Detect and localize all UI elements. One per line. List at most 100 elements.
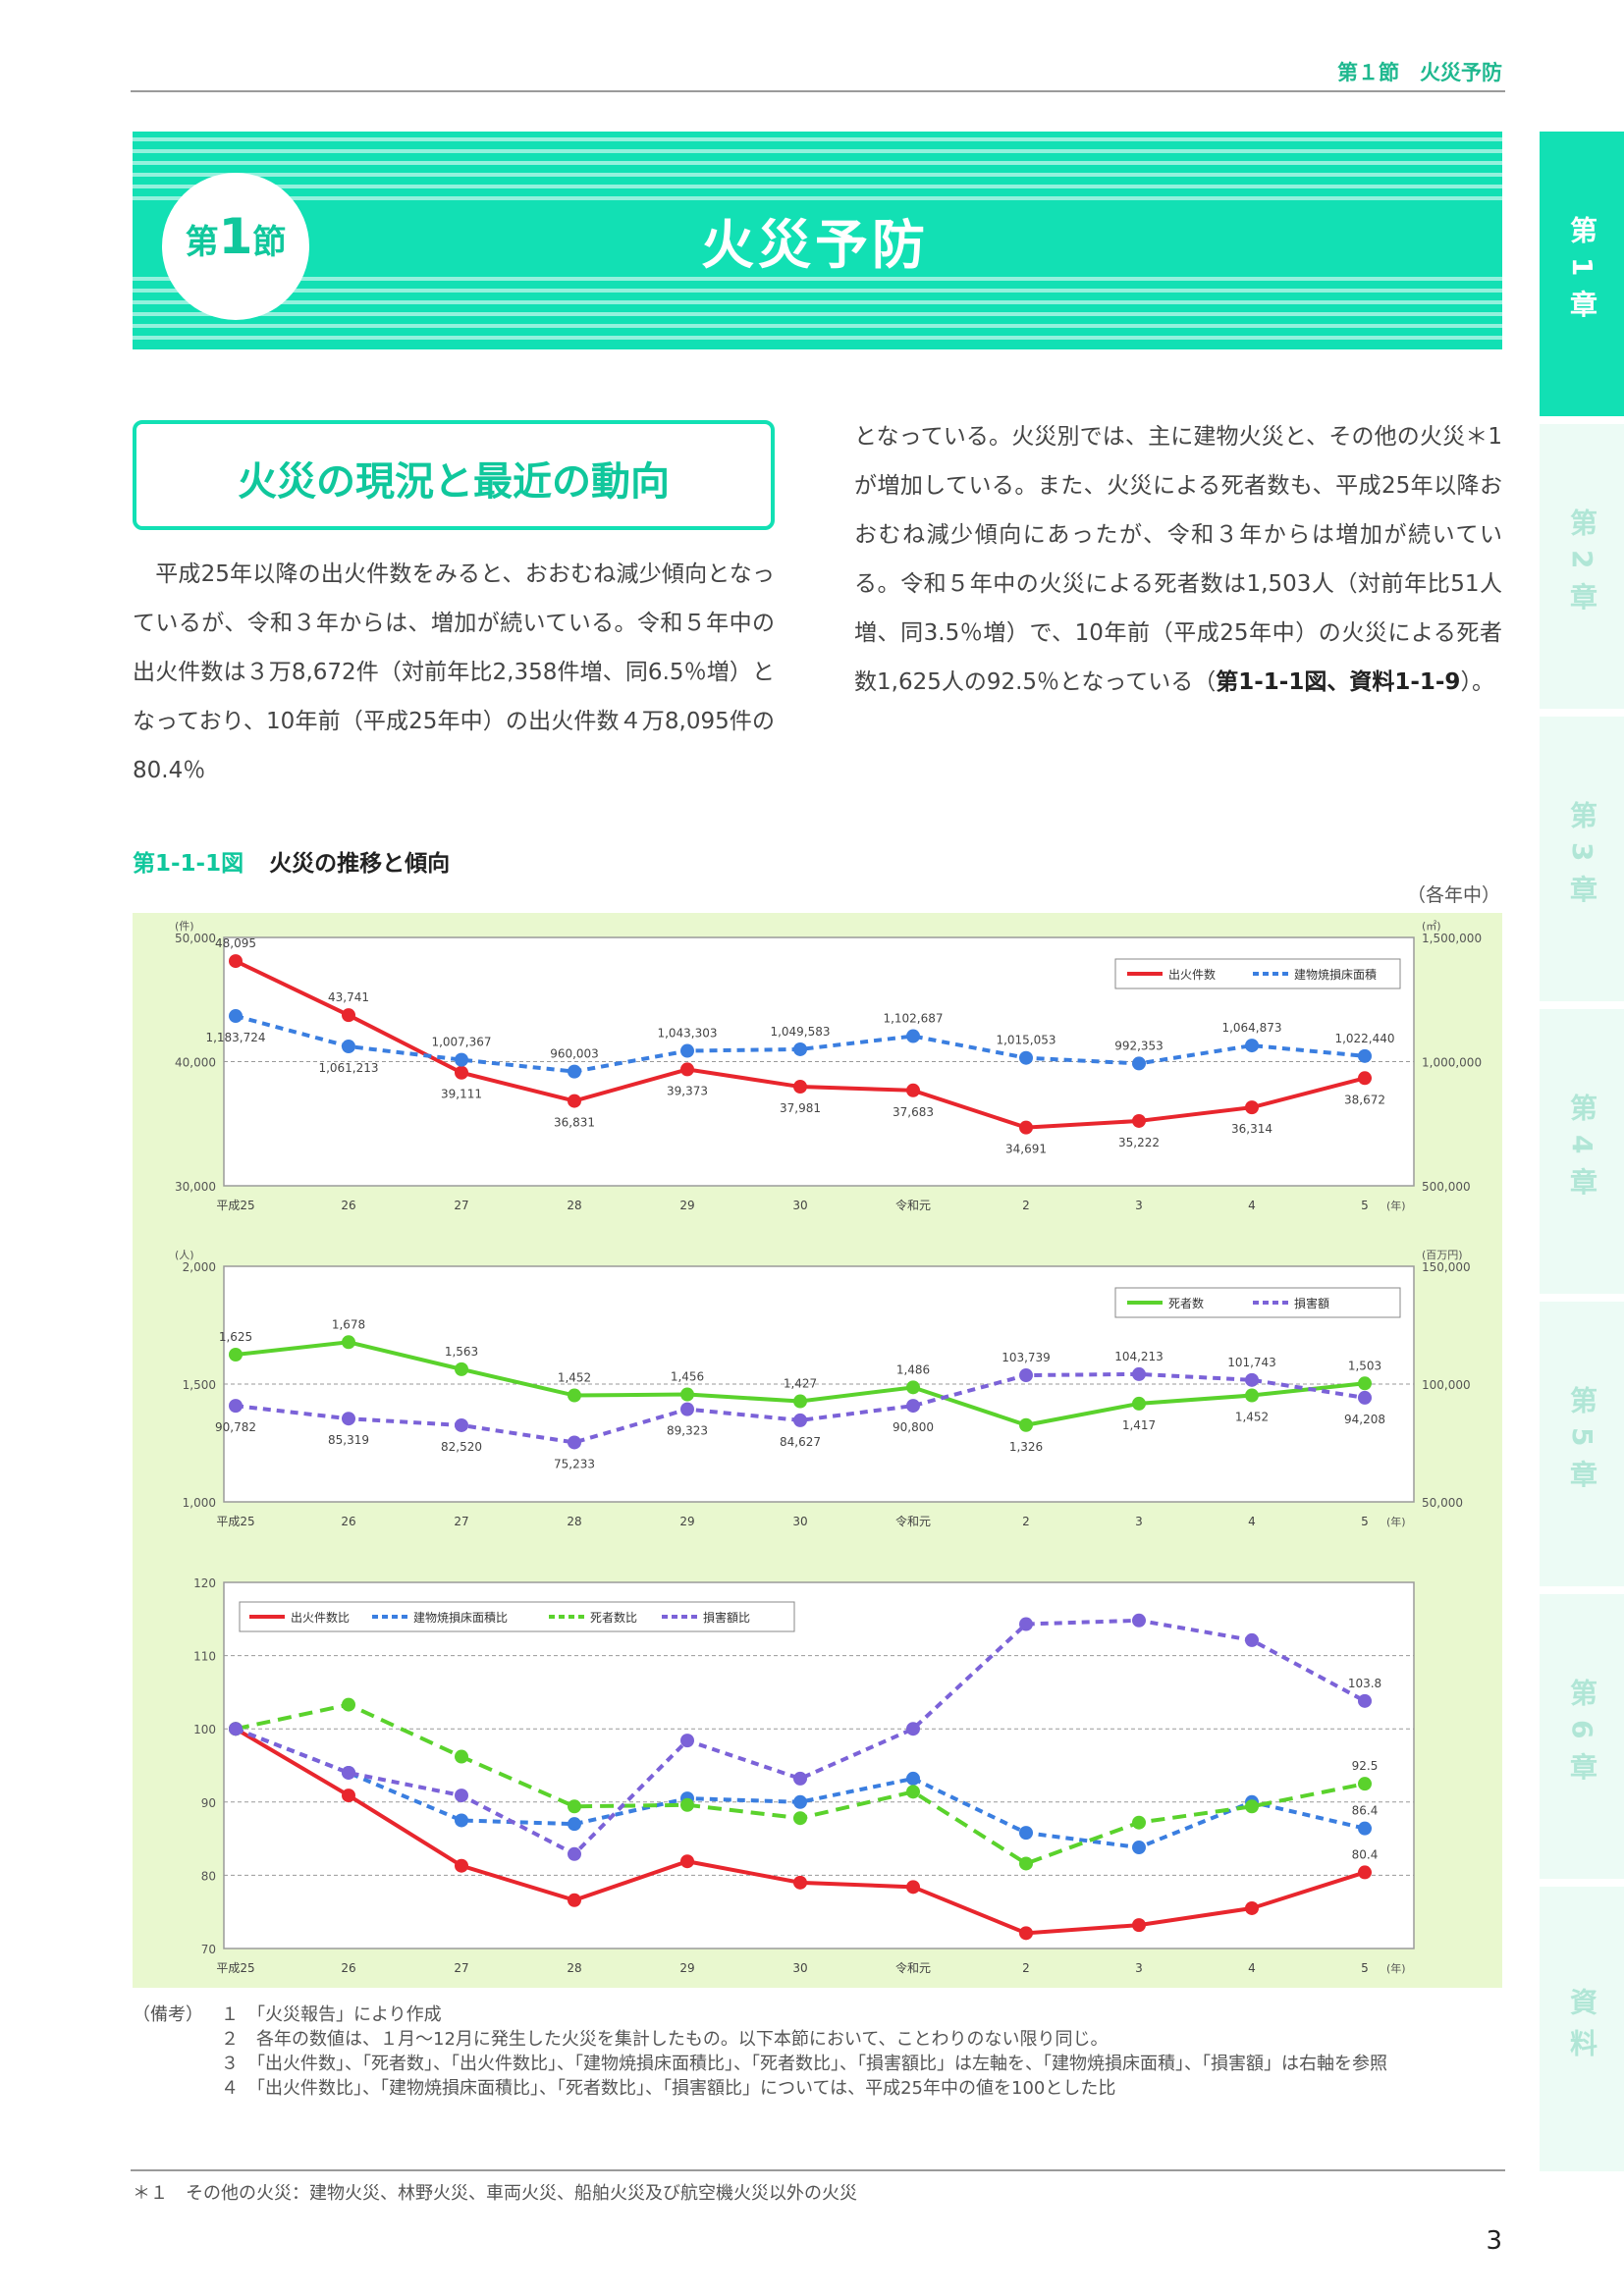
data-point xyxy=(906,1771,920,1786)
data-point xyxy=(1358,1821,1372,1836)
data-point xyxy=(342,1765,355,1780)
data-label: 960,003 xyxy=(550,1047,599,1061)
side-tab-chapter-4[interactable]: 第4章 xyxy=(1540,1009,1624,1296)
series-line xyxy=(235,1371,1366,1445)
data-point xyxy=(793,1041,807,1056)
legend-label: 損害額 xyxy=(1294,1296,1329,1310)
body-text-right: となっている。火災別では、主に建物火災と、その他の火災＊1が増加している。また、… xyxy=(854,412,1502,707)
data-point xyxy=(680,1734,694,1748)
data-label: 37,683 xyxy=(893,1105,934,1119)
x-tick-label: 27 xyxy=(454,1199,468,1212)
x-tick-label: 4 xyxy=(1248,1515,1256,1528)
footnote-rule xyxy=(131,2169,1505,2171)
data-point xyxy=(1132,1613,1146,1628)
data-label: 103.8 xyxy=(1348,1677,1381,1690)
data-label: 1,452 xyxy=(558,1371,591,1385)
data-point xyxy=(568,1388,581,1403)
data-point xyxy=(1019,1617,1033,1631)
data-point xyxy=(1019,1120,1033,1135)
data-label: 34,691 xyxy=(1005,1143,1047,1156)
data-point xyxy=(1245,1039,1259,1053)
data-point xyxy=(793,1080,807,1095)
x-axis-unit: (年) xyxy=(1386,1515,1406,1528)
data-label: 1,417 xyxy=(1122,1418,1156,1432)
data-point xyxy=(455,1362,468,1376)
data-label: 1,183,724 xyxy=(205,1031,265,1044)
data-label: 103,739 xyxy=(1001,1351,1051,1364)
x-tick-label: 令和元 xyxy=(895,1514,931,1528)
data-label: 36,831 xyxy=(554,1116,595,1130)
y2-tick-label: 1,000,000 xyxy=(1422,1056,1482,1070)
data-point xyxy=(680,1854,694,1869)
data-point xyxy=(455,1789,468,1803)
side-tab-label: 資料 xyxy=(1566,1988,1598,2070)
data-point xyxy=(229,1399,243,1414)
x-tick-label: 平成25 xyxy=(216,1199,254,1212)
y2-tick-label: 1,500,000 xyxy=(1422,932,1482,945)
side-tab-chapter-3[interactable]: 第3章 xyxy=(1540,717,1624,1003)
side-tab-chapter-5[interactable]: 第5章 xyxy=(1540,1302,1624,1588)
side-tab-chapter-1[interactable]: 第1章 xyxy=(1540,132,1624,418)
plot-area xyxy=(223,1581,1415,1949)
data-point xyxy=(1019,1926,1033,1941)
y-tick-label: 1,500 xyxy=(183,1378,216,1392)
data-point xyxy=(1245,1388,1259,1403)
x-tick-label: 26 xyxy=(341,1199,355,1212)
data-label: 1,456 xyxy=(671,1370,704,1384)
data-point xyxy=(1358,1376,1372,1391)
body-text-right-end: ）。 xyxy=(1460,669,1494,695)
data-label: 101,743 xyxy=(1227,1356,1276,1369)
x-tick-label: 30 xyxy=(792,1961,807,1975)
data-point xyxy=(1358,1390,1372,1405)
side-tab-chapter-2[interactable]: 第2章 xyxy=(1540,424,1624,711)
data-point xyxy=(455,1749,468,1764)
legend-label: 建物焼損床面積 xyxy=(1294,967,1377,982)
y-tick-label: 100 xyxy=(193,1723,216,1736)
y-tick-label: 30,000 xyxy=(175,1180,216,1194)
data-point xyxy=(680,1062,694,1077)
notes-label: （備考） xyxy=(133,2004,203,2025)
data-point xyxy=(793,1394,807,1409)
data-point xyxy=(1358,1865,1372,1880)
side-tab-appendix[interactable]: 資料 xyxy=(1540,1887,1624,2173)
data-point xyxy=(1132,1815,1146,1830)
x-tick-label: 26 xyxy=(341,1515,355,1528)
data-point xyxy=(455,1065,468,1080)
side-tab-chapter-6[interactable]: 第6章 xyxy=(1540,1594,1624,1881)
data-point xyxy=(906,1380,920,1395)
data-point xyxy=(1358,1777,1372,1791)
figure-caption: 第1-1-1図 火災の推移と傾向 xyxy=(133,844,820,878)
x-tick-label: 29 xyxy=(679,1961,694,1975)
data-point xyxy=(1358,1693,1372,1708)
data-point xyxy=(568,1064,581,1079)
x-tick-label: 平成25 xyxy=(216,1961,254,1975)
data-point xyxy=(1019,1856,1033,1871)
data-point xyxy=(793,1875,807,1890)
note-item: ２ 各年の数値は、１月～12月に発生した火災を集計したもの。以下本節において、こ… xyxy=(221,2029,1109,2050)
data-label: 35,222 xyxy=(1118,1136,1160,1149)
data-point xyxy=(229,1722,243,1736)
data-label: 1,061,213 xyxy=(318,1061,378,1075)
data-label: 94,208 xyxy=(1344,1413,1385,1426)
data-point xyxy=(906,1785,920,1799)
y-tick-label: 90 xyxy=(201,1796,216,1810)
y2-axis-unit: (㎡) xyxy=(1422,920,1441,933)
x-tick-label: 27 xyxy=(454,1515,468,1528)
data-label: 1,043,303 xyxy=(657,1027,717,1041)
data-label: 75,233 xyxy=(554,1457,595,1470)
legend-label: 建物焼損床面積比 xyxy=(413,1610,508,1625)
data-point xyxy=(342,1697,355,1712)
x-tick-label: 28 xyxy=(567,1961,581,1975)
data-label: 90,782 xyxy=(215,1420,256,1434)
data-point xyxy=(568,1094,581,1108)
data-point xyxy=(793,1811,807,1826)
data-label: 82,520 xyxy=(441,1440,482,1454)
figure-reference[interactable]: 第1-1-1図、資料1-1-9 xyxy=(1216,669,1461,695)
x-axis-unit: (年) xyxy=(1386,1199,1406,1212)
data-point xyxy=(906,1083,920,1097)
data-point xyxy=(568,1435,581,1450)
data-point xyxy=(342,1335,355,1350)
section-number-label: 第1節 xyxy=(162,208,309,265)
data-label: 1,064,873 xyxy=(1221,1021,1281,1035)
